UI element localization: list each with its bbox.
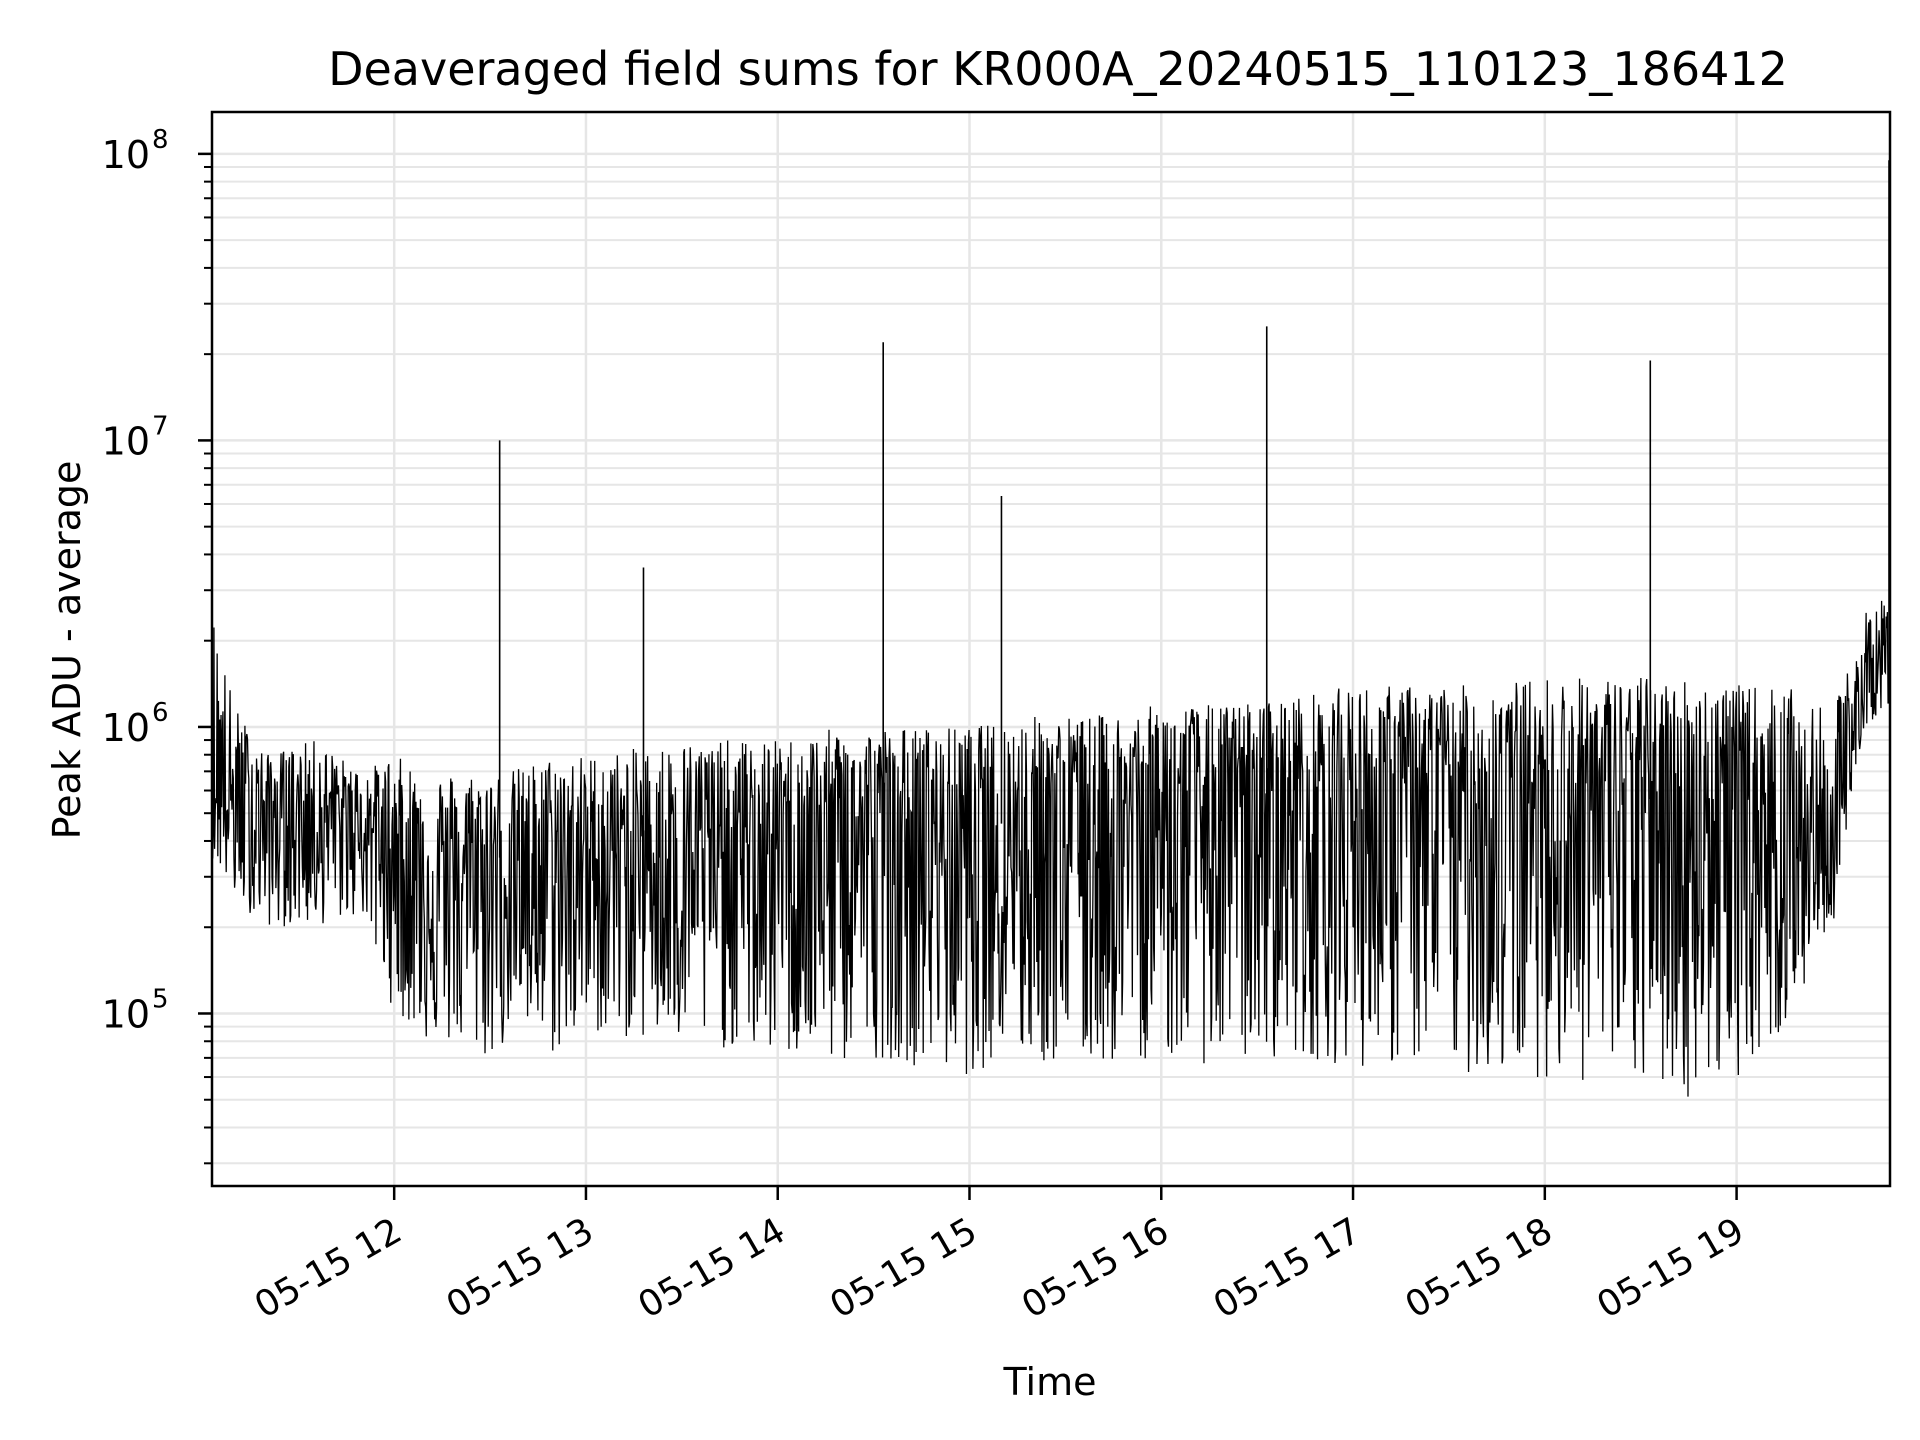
plot-frame xyxy=(210,110,1892,1188)
y-tick-label-exponent: 8 xyxy=(152,125,169,155)
series-line xyxy=(211,600,1891,1097)
x-axis-label: Time xyxy=(1003,1360,1097,1404)
y-axis-label: Peak ADU - average xyxy=(45,461,89,840)
chart-title: Deaveraged field sums for KR000A_2024051… xyxy=(328,42,1788,96)
y-tick-label: 10 xyxy=(102,992,150,1036)
y-tick-label-exponent: 6 xyxy=(152,698,169,728)
y-tick-label: 10 xyxy=(102,706,150,750)
major-gridlines xyxy=(212,112,1890,1186)
y-tick-label-exponent: 7 xyxy=(152,411,169,441)
plot-area xyxy=(210,110,1892,1188)
plot-background xyxy=(212,112,1890,1186)
y-tick-label-exponent: 5 xyxy=(152,984,169,1014)
y-tick-label: 10 xyxy=(102,133,150,177)
y-tick-label: 10 xyxy=(102,419,150,463)
